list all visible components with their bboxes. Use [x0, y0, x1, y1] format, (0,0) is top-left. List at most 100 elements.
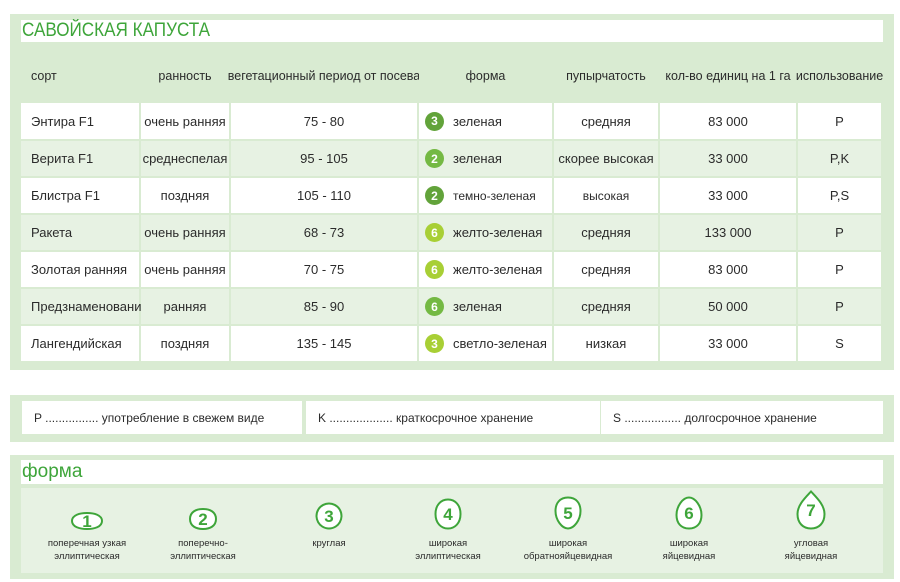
shape-caption: широкая обратнояйцевидная	[503, 537, 633, 563]
cell-period: 68 - 73	[231, 215, 417, 250]
color-label: темно-зеленая	[453, 188, 536, 203]
color-label: зеленая	[453, 151, 502, 166]
cell-bubbling: низкая	[554, 326, 658, 361]
cell-period: 95 - 105	[231, 141, 417, 176]
cell-units: 83 000	[660, 252, 796, 287]
shape-caption-line1: широкая	[428, 538, 468, 549]
cell-form: 2 темно-зеленая	[419, 178, 552, 213]
table-row: Золотая ранняя очень ранняя 70 - 75 6 желто-…	[21, 252, 883, 287]
shape-item: 2 поперечно-эллиптическая	[138, 488, 268, 573]
cell-usage: P	[798, 289, 881, 324]
shape-number-badge: 3	[425, 334, 444, 353]
legend-short-storage: K ................... краткосрочное хран…	[306, 401, 600, 434]
shape-number-badge: 2	[425, 149, 444, 168]
round-shape-icon: 3	[315, 502, 343, 530]
cell-ripeness: очень ранняя	[141, 252, 229, 287]
page-title: САВОЙСКАЯ КАПУСТА	[22, 20, 211, 41]
cell-units: 33 000	[660, 178, 796, 213]
cell-period: 135 - 145	[231, 326, 417, 361]
cell-usage: P	[798, 103, 881, 139]
shape-number-badge: 6	[425, 297, 444, 316]
shapes-panel: форма 1 поперечная узкая эллиптическая 2 поп…	[10, 455, 894, 579]
color-label: зеленая	[453, 113, 502, 129]
header-period: вегетационный период от посева	[228, 51, 420, 101]
header-bubbling: пупырчатость	[554, 51, 658, 101]
shape-caption-line2: эллиптическая	[415, 551, 481, 562]
cell-units: 83 000	[660, 103, 796, 139]
cell-form: 6 желто-зеленая	[419, 252, 552, 287]
cell-usage: S	[798, 326, 881, 361]
cell-ripeness: очень ранняя	[141, 103, 229, 139]
shape-caption: круглая	[264, 537, 394, 550]
color-label: желто-зеленая	[453, 225, 543, 240]
header-ripeness: ранность	[141, 51, 229, 101]
shapes-area: 1 поперечная узкая эллиптическая 2 поперечно…	[21, 488, 883, 573]
cell-units: 50 000	[660, 289, 796, 324]
cell-ripeness: среднеспелая	[141, 141, 229, 176]
cell-usage: P,K	[798, 141, 881, 176]
shape-item: 6 широкая яйцевидная	[624, 488, 754, 573]
header-sort: сорт	[21, 51, 139, 101]
shape-number: 1	[82, 512, 91, 531]
shape-caption: поперечно-эллиптическая	[138, 537, 268, 563]
broad-elliptic-shape-icon: 4	[434, 498, 462, 530]
shape-caption: поперечная узкая эллиптическая	[22, 537, 152, 563]
shape-number: 7	[806, 501, 815, 520]
title-bar: САВОЙСКАЯ КАПУСТА	[21, 20, 883, 42]
table-header: сорт ранность вегетационный период от посе…	[21, 51, 883, 101]
shape-number-badge: 3	[425, 111, 444, 131]
cell-form: 6 зеленая	[419, 289, 552, 324]
narrow-elliptic-shape-icon: 1	[70, 511, 104, 531]
cell-usage: P,S	[798, 178, 881, 213]
shape-item: 5 широкая обратнояйцевидная	[503, 488, 633, 573]
header-form: форма	[419, 51, 552, 101]
cell-sort: Ракета	[21, 215, 139, 250]
shape-number-badge: 2	[425, 186, 444, 205]
cell-ripeness: поздняя	[141, 326, 229, 361]
cell-form: 6 желто-зеленая	[419, 215, 552, 250]
cell-units: 33 000	[660, 326, 796, 361]
shapes-title: форма	[22, 461, 83, 482]
shape-number: 3	[324, 507, 333, 526]
cell-bubbling: средняя	[554, 103, 658, 139]
shape-caption: угловая яйцевидная	[746, 537, 876, 563]
cell-form: 3 зеленая	[419, 103, 552, 139]
table-row: Лангендийская поздняя 135 - 145 3 светло-зел…	[21, 326, 883, 361]
cell-sort: Золотая ранняя	[21, 252, 139, 287]
shape-item: 1 поперечная узкая эллиптическая	[22, 488, 152, 573]
elliptic-shape-icon: 2	[188, 507, 218, 531]
shape-item: 3 круглая	[264, 488, 394, 573]
shape-caption: широкая яйцевидная	[624, 537, 754, 563]
cell-bubbling: средняя	[554, 252, 658, 287]
varieties-panel: САВОЙСКАЯ КАПУСТА сорт ранность вегетацион…	[10, 14, 894, 370]
shape-number: 6	[684, 504, 693, 523]
cell-units: 133 000	[660, 215, 796, 250]
cell-sort: Лангендийская	[21, 326, 139, 361]
angular-ovate-shape-icon: 7	[796, 490, 826, 530]
cell-sort: Блистра F1	[21, 178, 139, 213]
cell-period: 75 - 80	[231, 103, 417, 139]
cell-period: 105 - 110	[231, 178, 417, 213]
color-label: зеленая	[453, 299, 502, 314]
shape-number-badge: 6	[425, 260, 444, 279]
cell-ripeness: очень ранняя	[141, 215, 229, 250]
ovate-shape-icon: 6	[675, 496, 703, 530]
shape-item: 7 угловая яйцевидная	[746, 488, 876, 573]
cell-bubbling: средняя	[554, 215, 658, 250]
shape-caption-line2: эллиптическая	[170, 551, 236, 562]
shape-number-badge: 6	[425, 223, 444, 242]
color-label: желто-зеленая	[453, 262, 543, 277]
cell-ripeness: ранняя	[141, 289, 229, 324]
shape-caption: широкая эллиптическая	[383, 537, 513, 563]
table-row: Энтира F1 очень ранняя 75 - 80 3 зеленая сред…	[21, 103, 883, 139]
shape-caption-line2: эллиптическая	[54, 551, 120, 562]
cell-units: 33 000	[660, 141, 796, 176]
shape-item: 4 широкая эллиптическая	[383, 488, 513, 573]
legend-fresh-use: P ................ употребление в свежем…	[22, 401, 302, 434]
cell-period: 85 - 90	[231, 289, 417, 324]
shape-caption-line2: яйцевидная	[662, 551, 716, 562]
shape-number: 2	[198, 510, 207, 529]
shape-number: 4	[443, 505, 453, 524]
shape-caption-line1: широкая	[548, 538, 588, 549]
cell-sort: Предзнаменование	[21, 289, 149, 324]
